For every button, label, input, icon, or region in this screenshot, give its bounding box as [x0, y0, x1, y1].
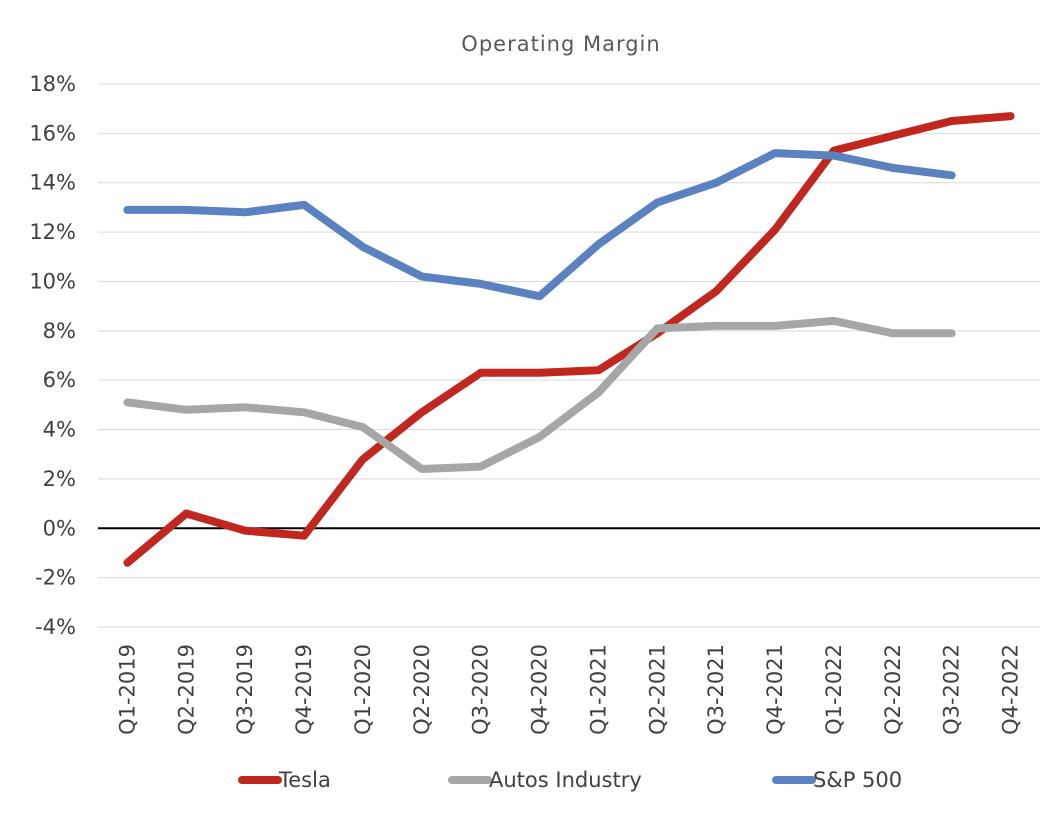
data-point [360, 425, 365, 430]
data-point [596, 390, 601, 395]
data-point [243, 210, 248, 215]
x-tick-label: Q2-2019 [174, 644, 198, 735]
data-point [184, 511, 189, 516]
x-tick-label: Q2-2021 [645, 644, 669, 735]
data-point [419, 274, 424, 279]
data-point [302, 533, 307, 538]
data-point [596, 242, 601, 247]
data-point [478, 464, 483, 469]
data-point [773, 151, 778, 156]
x-tick-label: Q4-2020 [528, 644, 552, 735]
data-point [184, 407, 189, 412]
legend-label: Autos Industry [489, 768, 642, 792]
series-line-tesla [123, 112, 1015, 567]
y-tick-label: 4% [43, 418, 76, 442]
x-tick-label: Q1-2021 [586, 644, 610, 735]
data-point [478, 281, 483, 286]
y-tick-label: 8% [43, 319, 76, 343]
x-tick-label: Q4-2022 [999, 644, 1023, 735]
data-point [655, 200, 660, 205]
x-tick-label: Q4-2019 [292, 644, 316, 735]
data-point [773, 227, 778, 232]
y-tick-label: 2% [43, 467, 76, 491]
data-point [831, 318, 836, 323]
y-axis: -4% -2% 0% 2% 4% 6% 8% 10% 12% 14% 16% 18% [29, 72, 76, 639]
data-point [831, 153, 836, 158]
data-point [537, 434, 542, 439]
legend-label: Tesla [278, 768, 331, 792]
data-point [184, 207, 189, 212]
data-point [478, 370, 483, 375]
data-point [890, 331, 895, 336]
data-point [419, 410, 424, 415]
y-tick-label: 16% [29, 121, 76, 145]
x-tick-label: Q1-2022 [822, 644, 846, 735]
data-point [360, 457, 365, 462]
x-tick-label: Q2-2022 [881, 644, 905, 735]
legend-label: S&P 500 [813, 768, 902, 792]
data-point [655, 326, 660, 331]
x-tick-label: Q1-2020 [351, 644, 375, 735]
data-point [714, 180, 719, 185]
data-point [243, 528, 248, 533]
data-point [302, 202, 307, 207]
data-point [125, 207, 130, 212]
y-tick-label: 12% [29, 220, 76, 244]
data-point [125, 400, 130, 405]
data-point [949, 173, 954, 178]
data-point [949, 119, 954, 124]
series-line-s-p-500 [123, 149, 956, 301]
y-tick-label: -4% [35, 615, 76, 639]
series-line-autos-industry [123, 316, 956, 473]
x-tick-label: Q3-2022 [940, 644, 964, 735]
y-tick-label: 10% [29, 269, 76, 293]
data-point [714, 323, 719, 328]
data-point [596, 368, 601, 373]
data-point [890, 165, 895, 170]
data-point [243, 405, 248, 410]
x-tick-label: Q3-2021 [704, 644, 728, 735]
x-tick-label: Q3-2019 [233, 644, 257, 735]
chart-title: Operating Margin [461, 32, 660, 56]
x-axis: Q1-2019 Q2-2019 Q3-2019 Q4-2019 Q1-2020 Q2-20… [115, 644, 1022, 735]
y-tick-label: 0% [43, 516, 76, 540]
x-tick-label: Q1-2019 [115, 644, 139, 735]
data-point [302, 410, 307, 415]
legend: Tesla Autos Industry S&P 500 [238, 768, 902, 792]
x-tick-label: Q4-2021 [763, 644, 787, 735]
y-tick-label: 18% [29, 72, 76, 96]
y-tick-label: -2% [35, 566, 76, 590]
data-point [714, 289, 719, 294]
data-point [949, 331, 954, 336]
x-tick-label: Q2-2020 [410, 644, 434, 735]
data-point [537, 294, 542, 299]
y-tick-label: 14% [29, 171, 76, 195]
series-lines [123, 112, 1015, 567]
x-tick-label: Q3-2020 [469, 644, 493, 735]
data-point [537, 370, 542, 375]
data-point [773, 323, 778, 328]
data-point [419, 467, 424, 472]
data-point [125, 560, 130, 565]
data-point [890, 133, 895, 138]
data-point [1008, 114, 1013, 119]
data-point [360, 244, 365, 249]
y-tick-label: 6% [43, 368, 76, 392]
